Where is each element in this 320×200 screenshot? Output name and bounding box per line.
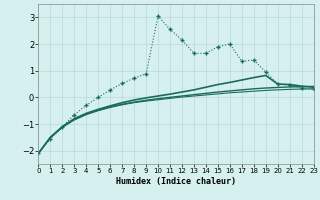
X-axis label: Humidex (Indice chaleur): Humidex (Indice chaleur) <box>116 177 236 186</box>
